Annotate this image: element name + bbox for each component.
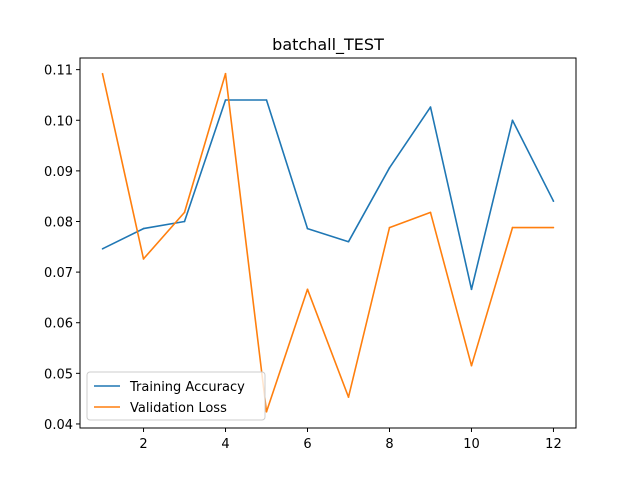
data-point (183, 211, 186, 214)
y-tick-label: 0.08 (44, 215, 73, 230)
data-point (511, 119, 514, 122)
series-line-0 (102, 99, 555, 291)
data-point (224, 72, 227, 75)
series-layer (101, 72, 555, 413)
y-tick-label: 0.05 (44, 367, 73, 382)
legend-label: Validation Loss (130, 401, 227, 416)
data-point (552, 200, 555, 203)
series-line-1 (101, 72, 554, 413)
y-tick-label: 0.07 (44, 266, 73, 281)
y-tick-label: 0.10 (44, 114, 73, 129)
data-point (101, 72, 104, 75)
data-point (347, 396, 350, 398)
x-tick-label: 8 (385, 437, 393, 452)
chart-title: batchall_TEST (272, 35, 384, 55)
data-point (142, 227, 145, 230)
legend-label: Training Accuracy (129, 380, 245, 395)
y-axis: 0.04 0.05 0.06 0.07 0.08 0.09 0.10 0.11 (44, 64, 80, 433)
plot-frame (79, 57, 577, 429)
data-point (347, 240, 350, 243)
data-point (470, 288, 473, 291)
x-tick-label: 12 (545, 437, 562, 452)
x-axis: 2 4 6 8 10 12 (139, 428, 562, 452)
data-point (511, 226, 514, 229)
data-point (306, 227, 309, 230)
x-tick-label: 6 (303, 437, 311, 452)
legend: Training Accuracy Validation Loss (86, 371, 266, 421)
data-point (429, 211, 432, 214)
data-point (388, 167, 391, 169)
data-point (101, 248, 104, 250)
data-point (388, 226, 391, 229)
y-tick-label: 0.04 (44, 418, 73, 433)
data-point (265, 99, 268, 101)
data-point (306, 288, 309, 291)
data-point (429, 106, 432, 108)
legend-box (86, 371, 266, 421)
data-point (224, 99, 227, 101)
x-tick-label: 10 (463, 437, 480, 452)
data-point (142, 258, 145, 260)
y-tick-label: 0.11 (44, 64, 73, 79)
data-point (265, 411, 268, 413)
data-point (470, 364, 473, 367)
data-point (552, 226, 555, 229)
y-tick-label: 0.06 (44, 317, 73, 332)
y-tick-label: 0.09 (44, 165, 73, 180)
x-tick-label: 4 (221, 437, 229, 452)
data-point (183, 220, 186, 223)
x-tick-label: 2 (139, 437, 147, 452)
